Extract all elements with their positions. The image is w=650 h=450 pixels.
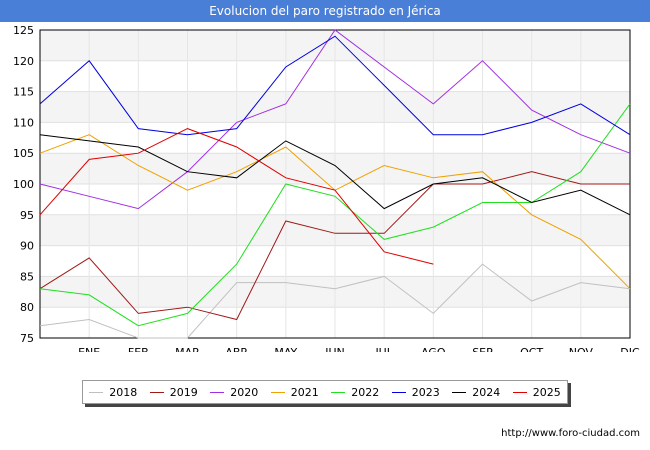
y-tick-label: 95 bbox=[20, 209, 34, 222]
legend-label: 2022 bbox=[351, 385, 380, 399]
y-tick-label: 75 bbox=[20, 332, 34, 345]
x-tick-label: SEP bbox=[472, 346, 493, 352]
legend-swatch bbox=[452, 391, 467, 393]
legend-item-2024: 2024 bbox=[452, 386, 500, 399]
x-tick-label: AGO bbox=[421, 346, 446, 352]
x-tick-label: JUN bbox=[324, 346, 345, 352]
legend-label: 2018 bbox=[109, 385, 138, 399]
y-tick-label: 80 bbox=[20, 301, 34, 314]
y-tick-label: 125 bbox=[13, 24, 34, 37]
x-tick-label: MAY bbox=[274, 346, 297, 352]
legend-item-2025: 2025 bbox=[512, 385, 561, 399]
y-tick-label: 105 bbox=[13, 147, 34, 160]
legend-item-2019: 2019 bbox=[149, 385, 198, 399]
series-line-2020 bbox=[39, 29, 631, 210]
x-tick-label: DIC bbox=[620, 346, 640, 352]
series-line-2023 bbox=[39, 35, 631, 136]
series-line-2018 bbox=[39, 263, 631, 339]
legend-swatch bbox=[149, 391, 164, 393]
legend-swatch bbox=[512, 391, 527, 393]
y-tick-label: 85 bbox=[20, 270, 34, 283]
legend-item-2020: 2020 bbox=[210, 386, 258, 399]
legend-item-2022: 2022 bbox=[331, 386, 379, 399]
x-tick-label: ABR bbox=[225, 346, 248, 352]
legend-swatch bbox=[89, 391, 104, 393]
legend-swatch bbox=[210, 391, 225, 393]
legend-item-2021: 2021 bbox=[270, 385, 319, 399]
x-tick-label: ENE bbox=[78, 346, 100, 352]
legend-swatch bbox=[391, 391, 406, 393]
x-tick-label: OCT bbox=[520, 346, 543, 352]
y-tick-label: 100 bbox=[13, 178, 34, 191]
line-chart: 75 80 85 90 95 100 105 110 115 120 125 ENE FEB MAR ABR… bbox=[13, 24, 640, 352]
legend-swatch bbox=[270, 391, 285, 393]
x-tick-label: JUL bbox=[374, 346, 393, 352]
legend-swatch bbox=[331, 391, 346, 393]
y-tick-label: 115 bbox=[13, 86, 34, 99]
legend-item-2018: 2018 bbox=[89, 386, 137, 399]
legend-label: 2024 bbox=[472, 385, 501, 399]
legend-item-2023: 2023 bbox=[391, 385, 440, 399]
source-url[interactable]: http://www.foro-ciudad.com bbox=[501, 428, 640, 439]
series-line-2025 bbox=[39, 128, 434, 265]
legend-label: 2025 bbox=[532, 385, 561, 399]
x-tick-label: FEB bbox=[128, 346, 149, 352]
legend-label: 2020 bbox=[230, 385, 259, 399]
chart-title: Evolucion del paro registrado en Jérica bbox=[0, 0, 650, 22]
chart-legend: 2018 2019 2020 2021 2022 2023 2024 2025 bbox=[82, 380, 568, 404]
y-tick-label: 90 bbox=[20, 240, 34, 253]
y-tick-label: 120 bbox=[13, 55, 34, 68]
legend-label: 2019 bbox=[169, 385, 198, 399]
y-tick-label: 110 bbox=[13, 116, 34, 129]
legend-label: 2021 bbox=[290, 385, 319, 399]
x-tick-label: MAR bbox=[175, 346, 200, 352]
x-tick-label: NOV bbox=[569, 346, 594, 352]
legend-label: 2023 bbox=[411, 385, 440, 399]
series-line-2024 bbox=[39, 134, 631, 216]
series-line-2019 bbox=[39, 171, 630, 321]
